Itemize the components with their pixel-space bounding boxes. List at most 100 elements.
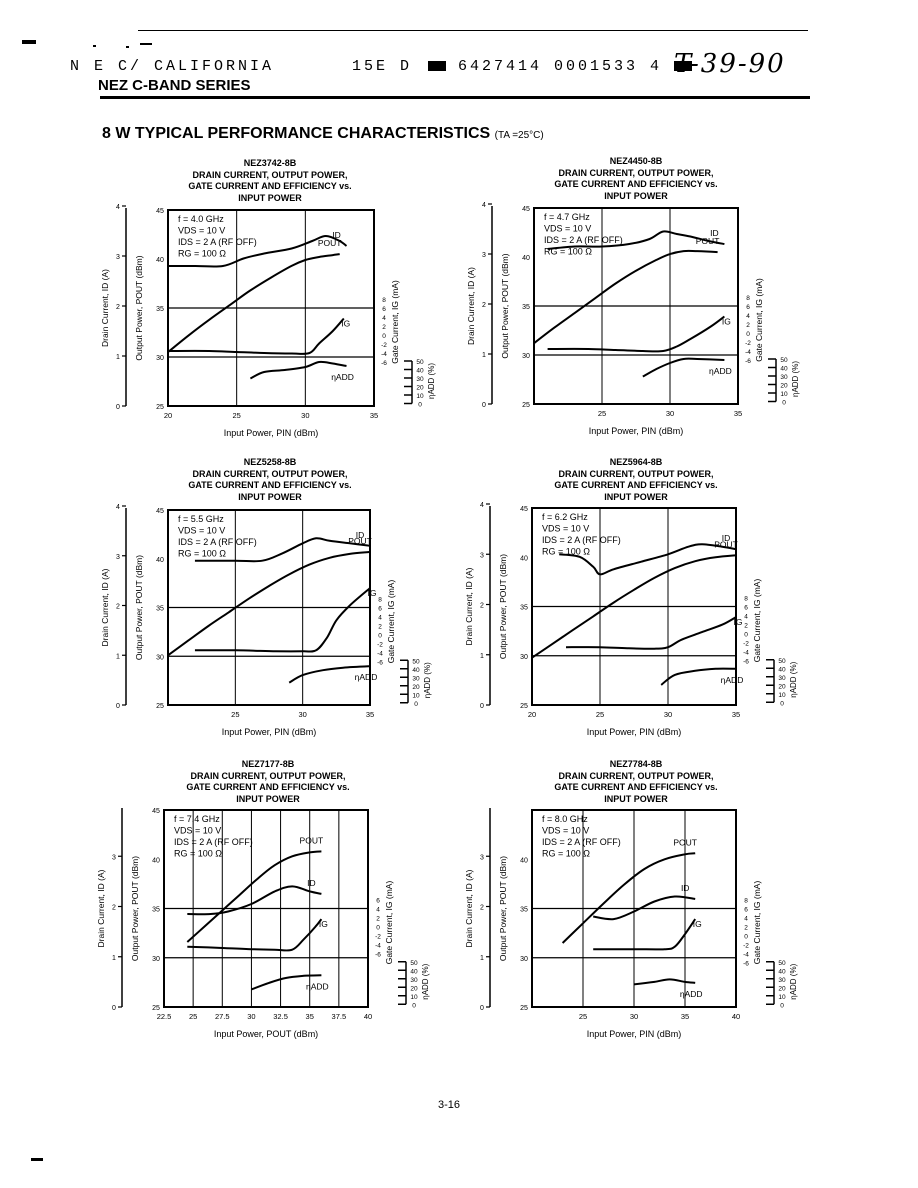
eta-tick-label: 30 [780, 374, 788, 381]
eta-axis-label: ηADD (%) [423, 662, 432, 698]
id-tick-label: 1 [482, 352, 486, 359]
eta-tick-label: 0 [780, 700, 784, 707]
chart-model: NEZ5964-8B [609, 457, 663, 467]
ig-tick-label: -2 [375, 934, 381, 941]
x-tick-label: 35 [306, 1012, 314, 1021]
x-tick-label: 25 [598, 409, 606, 418]
condition-line: f = 6.2 GHz [542, 512, 588, 522]
series-ig-line [187, 918, 323, 952]
x-tick-label: 22.5 [157, 1012, 172, 1021]
x-tick-label: 35 [370, 411, 378, 420]
pout-tick-label: 45 [522, 206, 530, 213]
ig-axis-label: Gate Current, IG (mA) [752, 579, 762, 663]
pout-tick-label: 25 [156, 404, 164, 411]
ig-tick-label: -4 [743, 952, 749, 959]
pout-tick-label: 45 [152, 808, 160, 815]
ig-tick-label: -6 [381, 360, 387, 367]
id-tick-label: 0 [116, 404, 120, 411]
eta-axis-label: ηADD (%) [789, 963, 798, 999]
pout-axis-label: Output Power, POUT (dBm) [134, 255, 144, 360]
id-tick-label: 3 [112, 854, 116, 861]
page-number: 3-16 [438, 1099, 461, 1111]
ig-tick-label: 2 [744, 925, 748, 932]
condition-line: VDS = 10 V [178, 226, 225, 236]
series-label: ηADD [355, 672, 378, 682]
ig-tick-label: 2 [382, 324, 386, 331]
series-add-line [642, 357, 725, 378]
section-title: 8 W TYPICAL PERFORMANCE CHARACTERISTICS … [102, 125, 544, 143]
id-tick-label: 3 [480, 854, 484, 861]
scan-speck [126, 46, 129, 48]
ig-tick-label: 2 [746, 322, 750, 329]
ig-tick-label: -6 [375, 952, 381, 959]
chart-title-line: INPUT POWER [236, 793, 300, 804]
x-tick-label: 40 [364, 1012, 372, 1021]
series-pout-line [533, 249, 718, 345]
pout-axis-label: Output Power, POUT (dBm) [498, 856, 508, 961]
series-add-line [251, 974, 322, 991]
ig-tick-label: 6 [744, 605, 748, 612]
id-axis-label: Drain Current, ID (A) [466, 267, 476, 345]
chart-title-line: INPUT POWER [604, 190, 668, 201]
series-label: IG [368, 588, 377, 598]
id-tick-label: 4 [482, 202, 486, 209]
pout-tick-label: 25 [152, 1005, 160, 1012]
series-label: IG [693, 919, 702, 929]
ig-tick-label: 0 [376, 925, 380, 932]
x-tick-label: 40 [732, 1012, 740, 1021]
ig-tick-label: 4 [746, 313, 750, 320]
eta-tick-label: 20 [410, 985, 418, 992]
ig-tick-label: 4 [744, 614, 748, 621]
x-tick-label: 30 [630, 1012, 638, 1021]
ig-tick-label: -4 [743, 650, 749, 657]
ig-tick-label: 4 [744, 916, 748, 923]
condition-line: VDS = 10 V [178, 526, 225, 536]
eta-tick-label: 50 [778, 658, 786, 665]
pout-tick-label: 35 [152, 907, 160, 914]
pout-axis-label: Output Power, POUT (dBm) [134, 555, 144, 660]
series-id-line [187, 885, 322, 916]
x-tick-label: 30 [301, 411, 309, 420]
pout-tick-label: 30 [156, 654, 164, 661]
eta-tick-label: 10 [780, 391, 788, 398]
series-pout-line [561, 852, 696, 944]
chart-model: NEZ5258-8B [243, 457, 297, 467]
series-label: ID [681, 883, 690, 893]
id-axis-label: Drain Current, ID (A) [464, 869, 474, 947]
x-tick-label: 35 [681, 1012, 689, 1021]
id-tick-label: 2 [480, 603, 484, 610]
series-label: ID [356, 530, 365, 540]
series-id-line [559, 543, 737, 576]
eta-tick-label: 50 [778, 960, 786, 967]
x-tick-label: 25 [231, 710, 239, 719]
condition-line: f = 7.4 GHz [174, 814, 220, 824]
series-label: IG [734, 617, 743, 627]
ig-tick-label: -2 [743, 943, 749, 950]
eta-tick-label: 40 [780, 366, 788, 373]
series-label: ηADD [721, 675, 744, 685]
eta-axis-label: ηADD (%) [421, 963, 430, 999]
x-tick-label: 25 [189, 1012, 197, 1021]
pout-tick-label: 30 [152, 956, 160, 963]
x-axis-label: Input Power, PIN (dBm) [587, 1029, 682, 1039]
ig-tick-label: 8 [382, 297, 386, 304]
pout-tick-label: 35 [522, 304, 530, 311]
series-label: IG [722, 317, 731, 327]
ig-tick-label: 2 [744, 623, 748, 630]
pout-tick-label: 35 [156, 306, 164, 313]
ig-tick-label: 8 [378, 597, 382, 604]
chart-title-line: GATE CURRENT AND EFFICIENCY vs. [554, 480, 718, 490]
x-tick-label: 25 [596, 710, 604, 719]
x-tick-label: 32.5 [273, 1012, 288, 1021]
condition-line: RG = 100 Ω [178, 249, 226, 259]
ig-tick-label: 4 [378, 615, 382, 622]
chart-model: NEZ4450-8B [609, 156, 663, 166]
ig-tick-label: -4 [381, 351, 387, 358]
id-tick-label: 1 [116, 354, 120, 361]
condition-line: IDS = 2 A (RF OFF) [542, 535, 621, 545]
ig-tick-label: 4 [376, 907, 380, 914]
id-axis-label: Drain Current, ID (A) [464, 567, 474, 645]
id-tick-label: 2 [116, 304, 120, 311]
